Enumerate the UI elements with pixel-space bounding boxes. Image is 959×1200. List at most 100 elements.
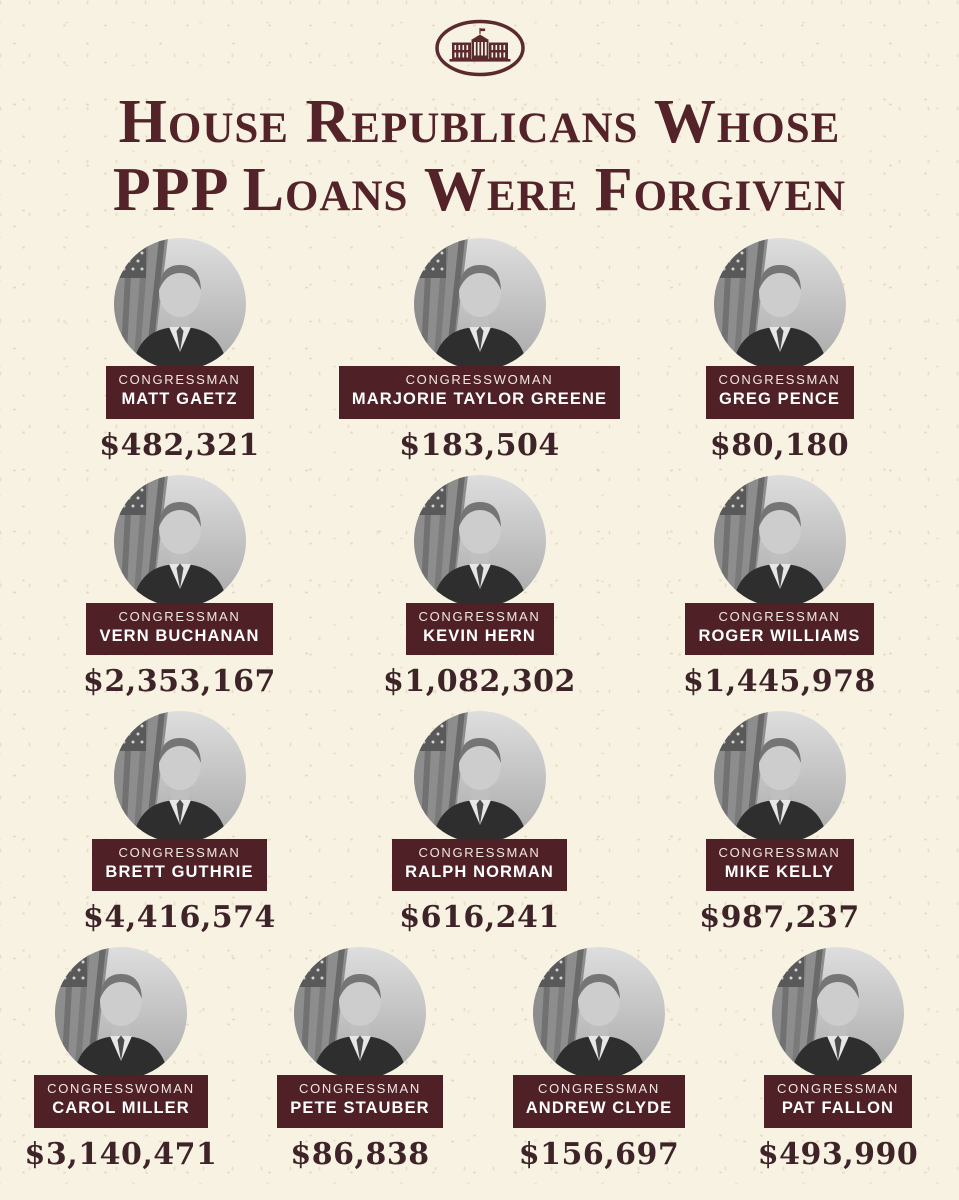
person-title: CONGRESSMAN [118, 845, 241, 861]
person-card: CONGRESSMAN RALPH NORMAN $616,241 [330, 711, 630, 935]
person-title: CONGRESSMAN [777, 1081, 899, 1097]
person-silhouette [431, 265, 528, 371]
person-silhouette [131, 738, 228, 844]
portrait-photo [772, 947, 904, 1080]
logo-container [0, 0, 959, 84]
name-plate: CONGRESSMAN PETE STAUBER [277, 1075, 443, 1128]
loan-amount: $183,504 [399, 427, 560, 463]
name-plate: CONGRESSMAN BRETT GUTHRIE [92, 839, 267, 892]
loan-amount: $493,990 [757, 1136, 919, 1172]
grayscale-portrait-illustration [413, 711, 546, 844]
person-name: ROGER WILLIAMS [698, 626, 861, 645]
title-line-2: PPP Loans Were Forgiven [112, 156, 847, 225]
person-card: CONGRESSMAN MATT GAETZ $482,321 [30, 238, 330, 463]
grayscale-portrait-illustration [713, 474, 846, 607]
person-card: CONGRESSMAN PETE STAUBER $86,838 [241, 947, 480, 1172]
person-name: MATT GAETZ [121, 390, 238, 409]
grayscale-portrait-illustration [55, 947, 187, 1080]
name-plate: CONGRESSWOMAN MARJORIE TAYLOR GREENE [338, 366, 621, 419]
white-house-oval-icon [432, 17, 528, 84]
person-title: CONGRESSWOMAN [47, 1081, 195, 1097]
person-name: MARJORIE TAYLOR GREENE [351, 390, 608, 409]
name-plate: CONGRESSMAN MIKE KELLY [705, 839, 854, 892]
person-silhouette [731, 501, 828, 607]
name-plate: CONGRESSMAN ANDREW CLYDE [512, 1075, 686, 1128]
person-name: ANDREW CLYDE [525, 1099, 673, 1118]
person-card: CONGRESSMAN GREG PENCE $80,180 [630, 238, 930, 463]
person-silhouette [431, 738, 528, 844]
person-card: CONGRESSMAN PAT FALLON $493,990 [719, 947, 958, 1172]
grayscale-portrait-illustration [113, 474, 246, 607]
name-plate: CONGRESSMAN ROGER WILLIAMS [685, 602, 874, 656]
name-plate: CONGRESSMAN RALPH NORMAN [392, 839, 567, 892]
loan-amount: $3,140,471 [24, 1136, 218, 1172]
person-title: CONGRESSMAN [118, 372, 241, 388]
page-title: House Republicans Whose PPP Loans Were F… [0, 88, 959, 224]
loan-amount: $616,241 [399, 900, 560, 936]
grayscale-portrait-illustration [294, 947, 426, 1080]
person-silhouette [551, 974, 647, 1080]
grayscale-portrait-illustration [713, 711, 846, 844]
person-name: PAT FALLON [781, 1099, 895, 1118]
people-row: CONGRESSWOMAN CAROL MILLER $3,140,471 [0, 947, 959, 1172]
person-card: CONGRESSMAN BRETT GUTHRIE $4,416,574 [30, 711, 330, 935]
person-silhouette [312, 974, 408, 1080]
person-title: CONGRESSMAN [418, 845, 541, 861]
person-card: CONGRESSWOMAN MARJORIE TAYLOR GREENE $18… [330, 238, 630, 463]
person-name: BRETT GUTHRIE [105, 862, 254, 881]
portrait-photo [533, 947, 665, 1080]
loan-amount: $2,353,167 [83, 664, 276, 700]
people-row: CONGRESSMAN VERN BUCHANAN $2,353,167 [0, 474, 959, 700]
name-plate: CONGRESSMAN VERN BUCHANAN [86, 602, 273, 656]
person-card: CONGRESSMAN VERN BUCHANAN $2,353,167 [30, 474, 330, 700]
person-name: MIKE KELLY [724, 862, 835, 881]
person-card: CONGRESSMAN ROGER WILLIAMS $1,445,978 [630, 474, 930, 700]
grayscale-portrait-illustration [772, 947, 904, 1080]
person-title: CONGRESSMAN [118, 608, 241, 624]
loan-amount: $1,445,978 [683, 664, 876, 700]
portrait-photo [413, 711, 546, 844]
person-silhouette [790, 974, 886, 1080]
loan-amount: $987,237 [699, 900, 860, 936]
title-line-1: House Republicans Whose [118, 88, 841, 156]
person-title: CONGRESSWOMAN [405, 372, 554, 388]
loan-amount: $482,321 [99, 427, 260, 463]
person-title: CONGRESSMAN [298, 1081, 421, 1097]
person-silhouette [731, 738, 828, 844]
person-silhouette [73, 974, 169, 1080]
portrait-photo [294, 947, 426, 1080]
portrait-photo [113, 238, 246, 371]
people-row: CONGRESSMAN MATT GAETZ $482,321 [0, 238, 959, 463]
name-plate: CONGRESSMAN KEVIN HERN [405, 602, 554, 656]
name-plate: CONGRESSMAN MATT GAETZ [105, 366, 254, 419]
name-plate: CONGRESSMAN GREG PENCE [705, 366, 854, 419]
person-title: CONGRESSMAN [718, 372, 841, 388]
person-title: CONGRESSMAN [718, 608, 841, 624]
person-silhouette [131, 265, 228, 371]
person-silhouette [131, 501, 228, 607]
person-title: CONGRESSMAN [718, 845, 841, 861]
person-name: VERN BUCHANAN [99, 626, 260, 645]
people-grid: CONGRESSMAN MATT GAETZ $482,321 [0, 238, 959, 1172]
person-card: CONGRESSWOMAN CAROL MILLER $3,140,471 [2, 947, 241, 1172]
grayscale-portrait-illustration [413, 474, 546, 607]
person-silhouette [731, 265, 828, 371]
person-card: CONGRESSMAN ANDREW CLYDE $156,697 [480, 947, 719, 1172]
person-silhouette [431, 501, 528, 607]
portrait-photo [713, 238, 846, 371]
name-plate: CONGRESSMAN PAT FALLON [764, 1075, 912, 1128]
person-name: CAROL MILLER [52, 1099, 190, 1118]
portrait-photo [713, 474, 846, 607]
portrait-photo [413, 474, 546, 607]
people-row: CONGRESSMAN BRETT GUTHRIE $4,416,574 [0, 711, 959, 935]
loan-amount: $4,416,574 [83, 900, 276, 936]
grayscale-portrait-illustration [413, 238, 546, 371]
person-name: GREG PENCE [718, 390, 841, 409]
portrait-photo [413, 238, 546, 371]
person-name: RALPH NORMAN [405, 862, 554, 881]
portrait-photo [713, 711, 846, 844]
loan-amount: $86,838 [290, 1136, 430, 1172]
person-card: CONGRESSMAN KEVIN HERN $1,082,302 [330, 474, 630, 700]
loan-amount: $1,082,302 [383, 664, 576, 700]
